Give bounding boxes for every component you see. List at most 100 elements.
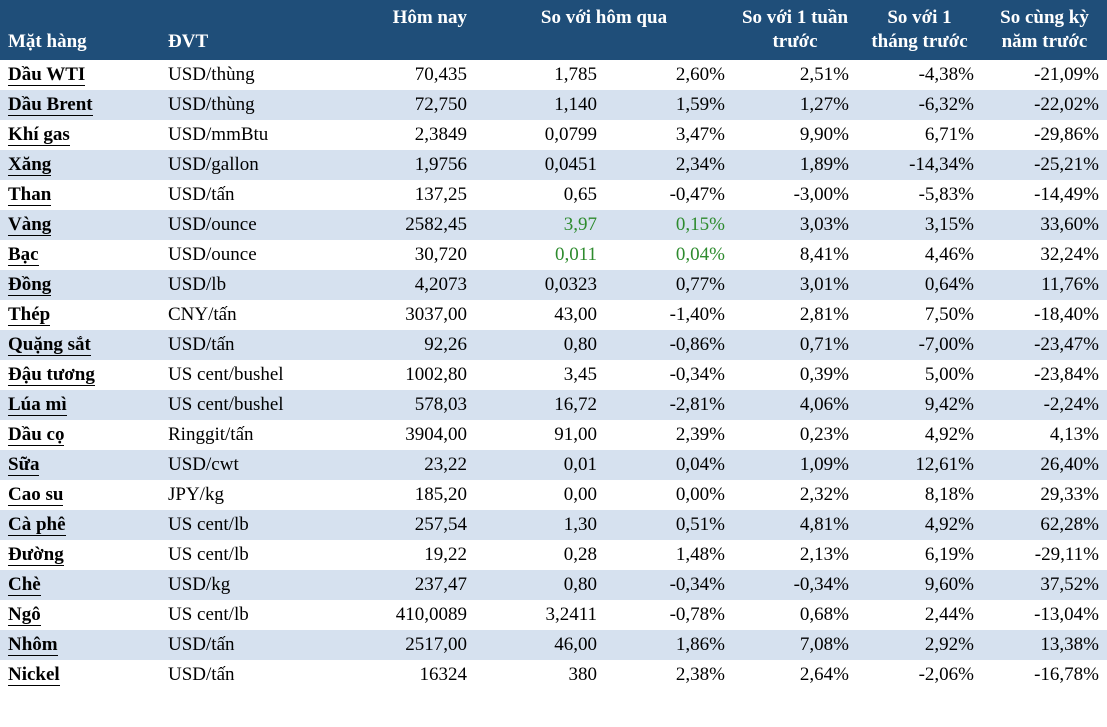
- cell-vs-week: 8,41%: [733, 240, 857, 270]
- cell-today: 257,54: [340, 510, 475, 540]
- cell-vs-year: -22,02%: [982, 90, 1107, 120]
- cell-vs-year: -23,84%: [982, 360, 1107, 390]
- cell-vs-yesterday-pct: -0,34%: [605, 360, 733, 390]
- cell-vs-year: 62,28%: [982, 510, 1107, 540]
- cell-vs-yesterday-abs: 0,01: [475, 450, 605, 480]
- cell-unit: US cent/bushel: [160, 360, 340, 390]
- cell-vs-week: 2,13%: [733, 540, 857, 570]
- cell-commodity-name: Sữa: [0, 450, 160, 480]
- cell-vs-week: 4,06%: [733, 390, 857, 420]
- cell-today: 23,22: [340, 450, 475, 480]
- cell-vs-year: 33,60%: [982, 210, 1107, 240]
- cell-vs-year: -14,49%: [982, 180, 1107, 210]
- cell-today: 410,0089: [340, 600, 475, 630]
- cell-vs-year: 4,13%: [982, 420, 1107, 450]
- cell-vs-yesterday-pct: 2,34%: [605, 150, 733, 180]
- cell-today: 2582,45: [340, 210, 475, 240]
- cell-commodity-name: Dầu Brent: [0, 90, 160, 120]
- table-body: Dầu WTIUSD/thùng70,4351,7852,60%2,51%-4,…: [0, 60, 1107, 690]
- cell-vs-yesterday-abs: 91,00: [475, 420, 605, 450]
- cell-commodity-name: Cao su: [0, 480, 160, 510]
- cell-vs-week: 2,64%: [733, 660, 857, 690]
- cell-unit: USD/gallon: [160, 150, 340, 180]
- cell-commodity-name: Đồng: [0, 270, 160, 300]
- col-header-name: Mặt hàng: [0, 0, 160, 60]
- cell-unit: USD/cwt: [160, 450, 340, 480]
- cell-vs-yesterday-pct: 1,59%: [605, 90, 733, 120]
- cell-commodity-name: Chè: [0, 570, 160, 600]
- cell-today: 185,20: [340, 480, 475, 510]
- table-row: Cao suJPY/kg185,200,000,00%2,32%8,18%29,…: [0, 480, 1107, 510]
- cell-vs-year: -16,78%: [982, 660, 1107, 690]
- cell-vs-yesterday-pct: -1,40%: [605, 300, 733, 330]
- cell-vs-year: -18,40%: [982, 300, 1107, 330]
- cell-vs-yesterday-pct: -2,81%: [605, 390, 733, 420]
- cell-vs-week: 1,27%: [733, 90, 857, 120]
- table-row: ĐườngUS cent/lb19,220,281,48%2,13%6,19%-…: [0, 540, 1107, 570]
- cell-unit: USD/thùng: [160, 90, 340, 120]
- cell-vs-month: 9,60%: [857, 570, 982, 600]
- table-row: Đậu tươngUS cent/bushel1002,803,45-0,34%…: [0, 360, 1107, 390]
- cell-vs-yesterday-abs: 0,65: [475, 180, 605, 210]
- cell-vs-yesterday-pct: 2,38%: [605, 660, 733, 690]
- cell-vs-month: 4,92%: [857, 510, 982, 540]
- table-header: Mặt hàng ĐVT Hôm nay So với hôm qua So v…: [0, 0, 1107, 60]
- cell-vs-month: 6,71%: [857, 120, 982, 150]
- cell-unit: USD/tấn: [160, 180, 340, 210]
- cell-vs-month: 9,42%: [857, 390, 982, 420]
- cell-vs-yesterday-pct: -0,86%: [605, 330, 733, 360]
- cell-vs-yesterday-pct: 1,48%: [605, 540, 733, 570]
- cell-vs-week: 2,51%: [733, 60, 857, 90]
- cell-commodity-name: Xăng: [0, 150, 160, 180]
- cell-vs-yesterday-abs: 16,72: [475, 390, 605, 420]
- col-header-today: Hôm nay: [340, 0, 475, 60]
- cell-commodity-name: Nhôm: [0, 630, 160, 660]
- cell-vs-yesterday-abs: 380: [475, 660, 605, 690]
- table-row: Quặng sắtUSD/tấn92,260,80-0,86%0,71%-7,0…: [0, 330, 1107, 360]
- cell-today: 92,26: [340, 330, 475, 360]
- cell-commodity-name: Khí gas: [0, 120, 160, 150]
- cell-vs-week: 0,23%: [733, 420, 857, 450]
- cell-vs-yesterday-pct: 2,60%: [605, 60, 733, 90]
- cell-unit: USD/ounce: [160, 240, 340, 270]
- cell-vs-yesterday-pct: -0,34%: [605, 570, 733, 600]
- cell-vs-month: 2,92%: [857, 630, 982, 660]
- cell-today: 4,2073: [340, 270, 475, 300]
- cell-vs-year: 11,76%: [982, 270, 1107, 300]
- cell-vs-month: -7,00%: [857, 330, 982, 360]
- cell-vs-yesterday-pct: -0,47%: [605, 180, 733, 210]
- cell-vs-week: 1,09%: [733, 450, 857, 480]
- cell-vs-week: 1,89%: [733, 150, 857, 180]
- table-row: BạcUSD/ounce30,7200,0110,04%8,41%4,46%32…: [0, 240, 1107, 270]
- cell-vs-year: 26,40%: [982, 450, 1107, 480]
- cell-vs-yesterday-abs: 0,011: [475, 240, 605, 270]
- cell-today: 30,720: [340, 240, 475, 270]
- table-row: VàngUSD/ounce2582,453,970,15%3,03%3,15%3…: [0, 210, 1107, 240]
- cell-vs-month: 2,44%: [857, 600, 982, 630]
- cell-commodity-name: Dầu cọ: [0, 420, 160, 450]
- cell-vs-yesterday-pct: 2,39%: [605, 420, 733, 450]
- cell-vs-week: 0,39%: [733, 360, 857, 390]
- cell-vs-yesterday-abs: 43,00: [475, 300, 605, 330]
- cell-commodity-name: Ngô: [0, 600, 160, 630]
- cell-vs-week: 3,01%: [733, 270, 857, 300]
- table-row: ThépCNY/tấn3037,0043,00-1,40%2,81%7,50%-…: [0, 300, 1107, 330]
- cell-unit: USD/tấn: [160, 630, 340, 660]
- cell-vs-week: 0,68%: [733, 600, 857, 630]
- table-row: Dầu WTIUSD/thùng70,4351,7852,60%2,51%-4,…: [0, 60, 1107, 90]
- col-header-vs-month: So với 1 tháng trước: [857, 0, 982, 60]
- cell-vs-yesterday-pct: 0,77%: [605, 270, 733, 300]
- cell-vs-yesterday-abs: 0,80: [475, 330, 605, 360]
- table-row: ChèUSD/kg237,470,80-0,34%-0,34%9,60%37,5…: [0, 570, 1107, 600]
- cell-vs-yesterday-abs: 0,0799: [475, 120, 605, 150]
- table-row: Lúa mìUS cent/bushel578,0316,72-2,81%4,0…: [0, 390, 1107, 420]
- cell-vs-month: -6,32%: [857, 90, 982, 120]
- cell-commodity-name: Đậu tương: [0, 360, 160, 390]
- cell-vs-year: -29,86%: [982, 120, 1107, 150]
- cell-unit: USD/mmBtu: [160, 120, 340, 150]
- cell-vs-yesterday-abs: 0,28: [475, 540, 605, 570]
- cell-vs-yesterday-pct: 3,47%: [605, 120, 733, 150]
- cell-unit: USD/tấn: [160, 330, 340, 360]
- cell-vs-yesterday-pct: 1,86%: [605, 630, 733, 660]
- cell-vs-week: 3,03%: [733, 210, 857, 240]
